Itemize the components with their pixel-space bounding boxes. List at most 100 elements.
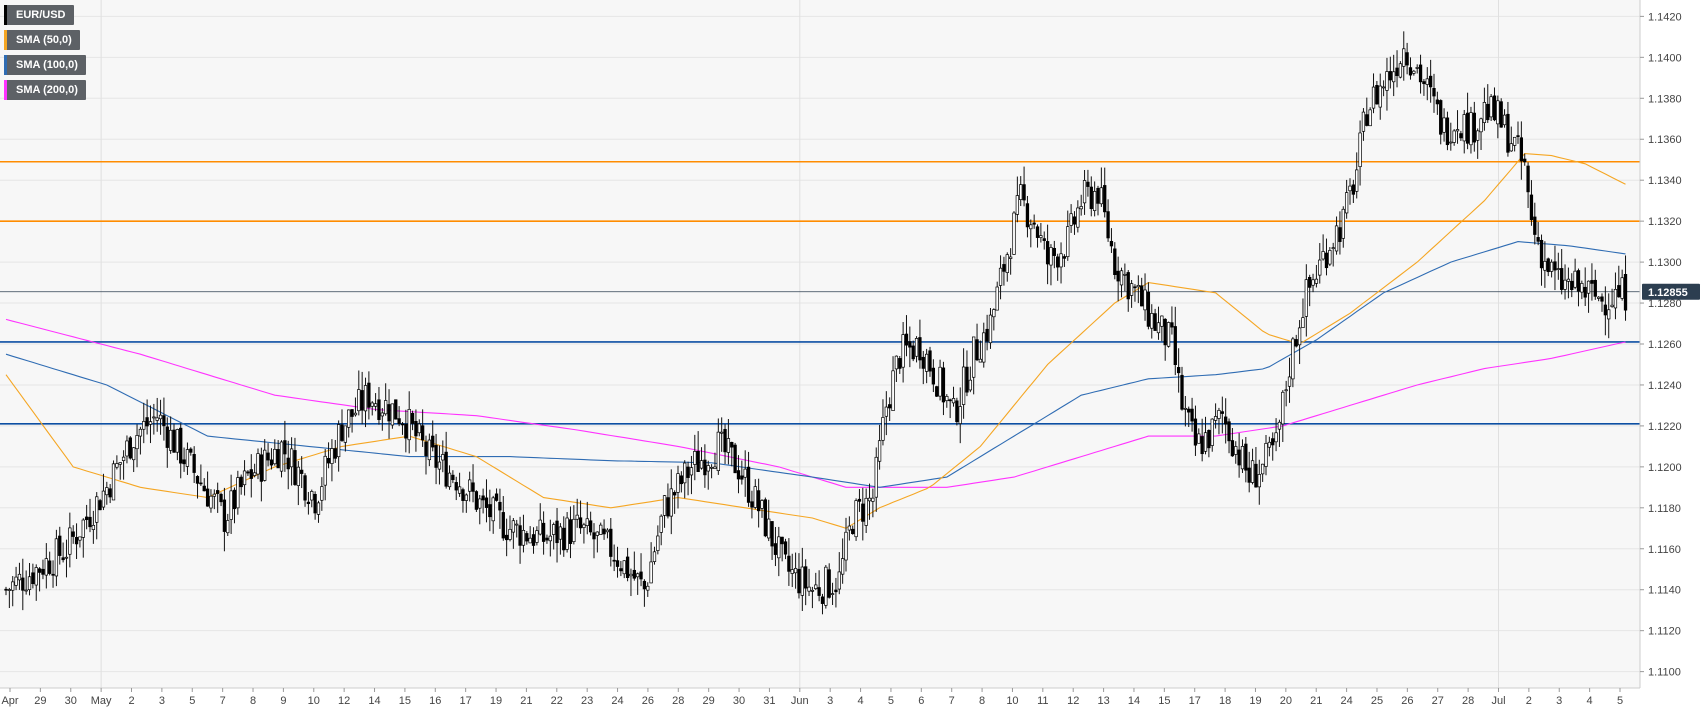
candle [118, 462, 122, 480]
candle-body [1442, 117, 1446, 133]
candle [1277, 419, 1282, 447]
candle-body [1129, 283, 1134, 296]
candle-body [357, 389, 361, 412]
candle [1553, 245, 1557, 291]
legend-sma200[interactable]: SMA (200,0) [4, 80, 86, 100]
candle-body [699, 460, 704, 469]
candle-body [1590, 280, 1594, 284]
candle-body [1553, 261, 1557, 271]
candle [945, 394, 949, 408]
candle-body [1032, 222, 1036, 225]
candle [1052, 240, 1056, 269]
candle [195, 475, 200, 499]
candle [1217, 407, 1221, 435]
candle [572, 505, 576, 545]
candle [1183, 395, 1188, 427]
candle-body [363, 385, 368, 412]
candle [1445, 111, 1450, 151]
candle [1032, 214, 1036, 229]
candle [1123, 263, 1127, 292]
candle-body [874, 456, 878, 498]
candle [746, 451, 751, 507]
candle-body [1533, 216, 1537, 235]
candle-body [1213, 416, 1218, 421]
candle [1160, 315, 1164, 342]
candle [1190, 397, 1194, 432]
candle [736, 455, 741, 494]
candle-body [1596, 296, 1601, 299]
candle [1344, 179, 1349, 219]
candle [1405, 42, 1409, 75]
legend-sma50[interactable]: SMA (50,0) [4, 30, 80, 50]
x-tick-label: 15 [1158, 695, 1170, 707]
x-tick-label: 28 [672, 695, 684, 707]
candle [1176, 348, 1181, 393]
candle-body [501, 512, 505, 539]
candle-body [142, 421, 146, 430]
candle [1502, 109, 1507, 128]
candle-body [286, 457, 290, 470]
legend-sma100[interactable]: SMA (100,0) [4, 55, 86, 75]
candle-body [787, 555, 791, 572]
sma50-swatch [4, 30, 7, 50]
candle-body [921, 356, 925, 369]
candle [935, 385, 939, 398]
candle [1422, 79, 1426, 96]
candle-body [1190, 408, 1194, 422]
candle-body [68, 527, 72, 555]
candle-body [632, 569, 636, 579]
candle [1291, 336, 1295, 388]
candle [259, 447, 264, 502]
candle-body [387, 404, 391, 422]
candle-body [71, 531, 75, 537]
last-price-label: 1.12855 [1648, 287, 1688, 299]
candle [659, 514, 663, 546]
candle-body [945, 396, 949, 402]
candle [978, 340, 983, 363]
candle [851, 525, 855, 535]
candle-body [558, 526, 563, 540]
candle [1163, 318, 1167, 361]
candle [400, 422, 405, 435]
candle [219, 492, 223, 507]
x-tick-label: May [91, 695, 112, 707]
y-tick-label: 1.1320 [1648, 216, 1682, 228]
candle [209, 489, 213, 513]
candle-body [1146, 291, 1151, 327]
candle-body [481, 495, 485, 501]
candle-body [706, 465, 710, 472]
candle-body [541, 522, 546, 542]
candle [276, 440, 280, 469]
legend-eurusd[interactable]: EUR/USD [4, 5, 74, 25]
candle [81, 518, 85, 558]
candle [1499, 98, 1503, 128]
candle-body [1271, 438, 1275, 446]
candle [1341, 206, 1345, 248]
candle [982, 322, 986, 368]
candle-body [1133, 286, 1137, 289]
candle-body [585, 518, 589, 526]
candle [1472, 101, 1476, 152]
candle-body [158, 414, 163, 420]
candle [1187, 406, 1191, 427]
candle-body [384, 400, 388, 415]
candle-body [1025, 203, 1030, 228]
candle [1331, 242, 1335, 267]
candle [179, 423, 183, 479]
y-tick-label: 1.1140 [1648, 585, 1681, 597]
candle [320, 477, 324, 511]
candle-body [602, 528, 606, 535]
candle [1314, 264, 1319, 288]
candle-body [148, 421, 153, 425]
candle [515, 519, 519, 538]
candle [64, 539, 69, 578]
candle-body [367, 382, 371, 408]
candle-body [1008, 256, 1013, 259]
candle [773, 526, 778, 567]
candle-body [619, 568, 623, 572]
candle [639, 553, 643, 587]
candle-body [236, 477, 240, 509]
candle [948, 398, 952, 419]
